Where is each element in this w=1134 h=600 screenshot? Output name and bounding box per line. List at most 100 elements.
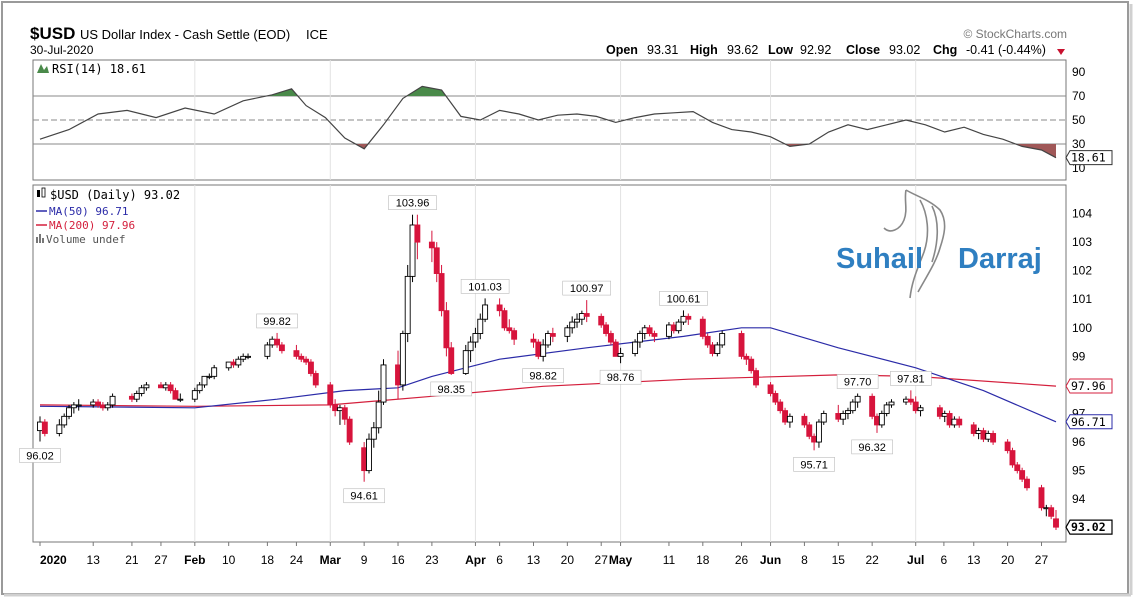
candle-body [564, 327, 571, 337]
chg-value: -0.41 (-0.44%) [966, 43, 1046, 57]
candle [245, 353, 251, 360]
candle [569, 316, 576, 334]
candles [37, 214, 1059, 531]
candle-body [849, 401, 856, 412]
x-tick-label: 27 [1035, 553, 1049, 567]
candle-body [714, 344, 721, 354]
candle [433, 242, 440, 283]
candle [1048, 504, 1055, 520]
x-tick-label: 24 [290, 553, 304, 567]
candle [438, 264, 445, 317]
candle-body [177, 398, 184, 401]
candle-body [162, 384, 169, 389]
candle-body [332, 404, 339, 412]
candle-body [428, 241, 435, 249]
x-tick-label: Jul [907, 553, 924, 567]
candle [782, 407, 789, 425]
price-annotation: 98.82 [522, 368, 564, 383]
price-annotation: 96.02 [19, 448, 61, 463]
price-tick-label: 101 [1072, 292, 1092, 306]
candle-body [443, 310, 450, 349]
candle [327, 382, 334, 408]
candle-body [854, 395, 861, 403]
annotation-label: 100.61 [667, 293, 701, 305]
annotation-box [851, 439, 893, 455]
candle-body [888, 401, 895, 406]
candle-body [743, 355, 750, 360]
x-tick-label: 8 [801, 553, 808, 567]
candle [274, 332, 281, 348]
candle [206, 373, 213, 380]
candle [946, 410, 953, 428]
candle-body [462, 350, 469, 374]
ma50-line [39, 327, 1057, 423]
annotation-box [430, 381, 473, 397]
candle [196, 382, 203, 394]
annotation-box [599, 369, 642, 385]
x-tick-label: 6 [941, 553, 948, 567]
high-label: High [690, 43, 718, 57]
ma50-legend-text: MA(50) 96.71 [49, 205, 128, 218]
candle [1053, 510, 1059, 531]
candle-body [477, 318, 484, 334]
price-tick-label: 99 [1072, 349, 1086, 363]
candle-body [414, 224, 421, 243]
close-value: 93.02 [889, 43, 920, 57]
rsi-grid [33, 60, 1066, 180]
annotation-label: 100.97 [570, 283, 604, 295]
candle-body [951, 418, 958, 426]
candle [869, 393, 876, 420]
candle [177, 393, 184, 403]
candle-body [274, 338, 281, 346]
candle [1038, 484, 1045, 511]
price-annotation: 99.82 [256, 313, 298, 329]
chg-label: Chg [933, 43, 957, 57]
candle [167, 382, 174, 394]
instrument-name: US Dollar Index - Cash Settle (EOD) [80, 27, 290, 42]
candle-body [530, 338, 537, 343]
candle [777, 399, 784, 414]
ohlc-readout: Open 93.31 High 93.62 Low 92.92 Close 93… [606, 43, 1065, 57]
exchange: ICE [306, 27, 328, 42]
candle-body [549, 333, 556, 337]
candle-body [143, 384, 150, 389]
candle-body [680, 315, 687, 323]
candle-body [975, 430, 982, 434]
candle-body [632, 341, 639, 354]
candle [806, 422, 813, 440]
price-annotation: 96.32 [851, 439, 893, 455]
x-tick-label: 23 [425, 553, 439, 567]
candle [341, 404, 348, 425]
annotation-label: 101.03 [468, 281, 502, 293]
candle [849, 399, 856, 414]
x-tick-label: 11 [663, 553, 676, 567]
annotation-label: 98.82 [529, 371, 557, 383]
candle-body [138, 387, 145, 394]
candle-body [133, 393, 140, 400]
candle-body [704, 335, 711, 346]
candle [467, 336, 474, 363]
candle-body [337, 407, 343, 412]
candle [278, 342, 285, 354]
candle [753, 367, 759, 388]
candle [840, 410, 847, 425]
ma50-value-tag: 96.71 [1065, 414, 1113, 430]
candle-body [636, 333, 643, 343]
candle [666, 322, 672, 340]
annotation-box [562, 280, 612, 296]
candle-body [1019, 470, 1026, 480]
candle-body [811, 435, 818, 443]
candle-body [206, 375, 213, 378]
candle-body [245, 355, 251, 358]
candle [646, 324, 653, 337]
annotation-box [256, 313, 298, 329]
candle-body [278, 344, 285, 352]
candle-body [99, 404, 106, 409]
candle-body [806, 424, 813, 437]
candle-body [66, 407, 72, 417]
candle [535, 339, 542, 360]
candle-body [472, 333, 479, 343]
candle-body [980, 430, 987, 440]
candle-body [56, 424, 63, 434]
